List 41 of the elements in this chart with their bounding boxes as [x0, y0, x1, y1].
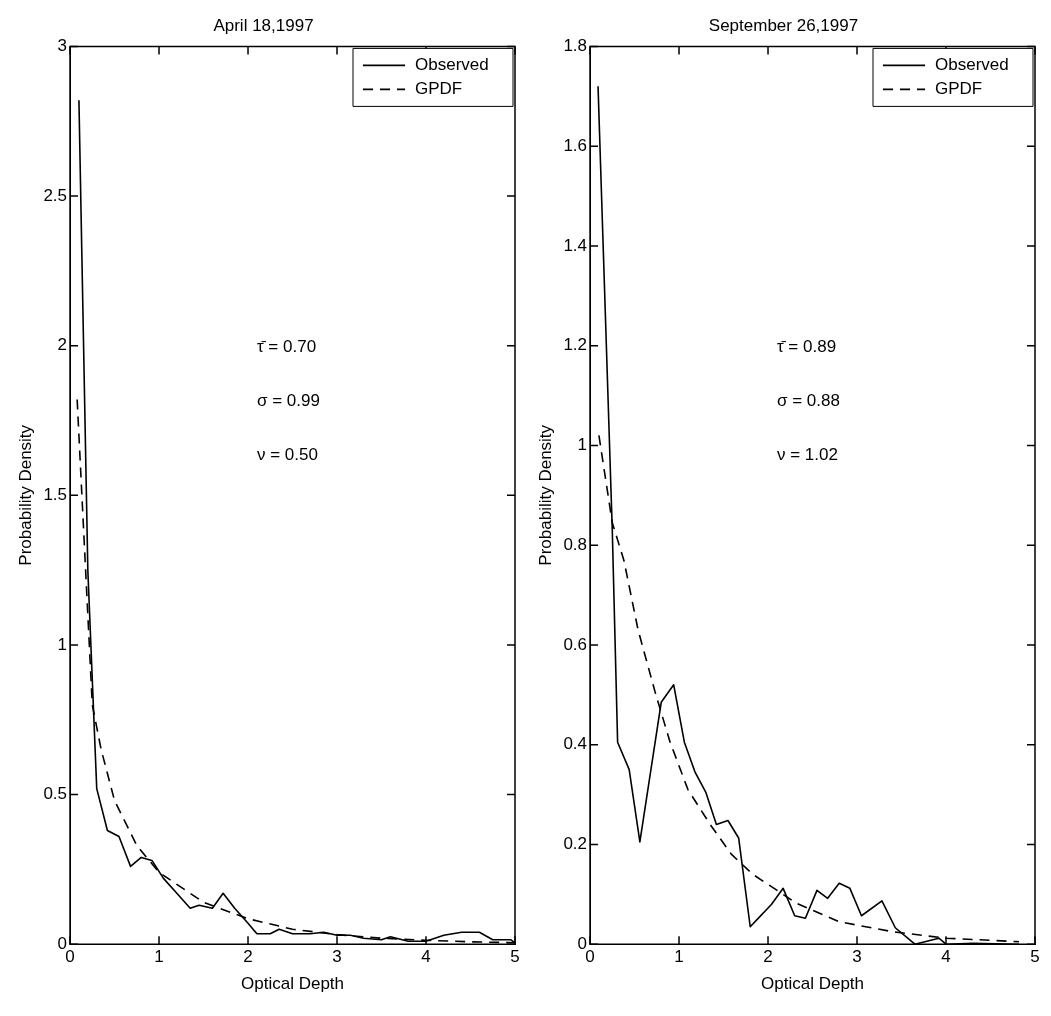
x-axis-title: Optical Depth: [241, 974, 345, 994]
chart-title: September 26,1997: [708, 15, 859, 35]
chart-title: April 18,1997: [213, 15, 314, 35]
x-tick-label: 4: [941, 947, 951, 967]
y-tick-label: 2.5: [43, 185, 68, 205]
annotation: σ = 0.88: [776, 390, 840, 410]
legend-label: GPDF: [415, 79, 463, 99]
annotation: ν = 1.02: [776, 444, 838, 464]
y-tick-label: 1: [577, 435, 588, 455]
annotation: σ = 0.99: [256, 390, 320, 410]
annotation: τ̄ = 0.70: [256, 336, 317, 356]
y-axis-title: Probability Density: [535, 424, 555, 566]
x-tick-label: 3: [852, 947, 862, 967]
y-tick-label: 1: [57, 634, 68, 654]
y-tick-label: 0.6: [563, 634, 588, 654]
x-tick-label: 4: [421, 947, 431, 967]
x-tick-label: 5: [1030, 947, 1040, 967]
x-tick-label: 1: [154, 947, 164, 967]
y-tick-label: 1.8: [563, 36, 588, 56]
legend-label: Observed: [935, 55, 1009, 75]
annotation: ν = 0.50: [256, 444, 318, 464]
y-tick-label: 0.5: [43, 784, 68, 804]
x-tick-label: 2: [763, 947, 773, 967]
y-tick-label: 1.2: [563, 335, 588, 355]
y-tick-label: 1.5: [43, 484, 68, 504]
legend-label: Observed: [415, 55, 489, 75]
y-tick-label: 0.8: [563, 534, 588, 554]
y-tick-label: 0.4: [563, 734, 588, 754]
annotation: τ̄ = 0.89: [776, 336, 837, 356]
y-tick-label: 1.6: [563, 135, 588, 155]
x-tick-label: 1: [674, 947, 684, 967]
y-axis-title: Probability Density: [15, 424, 35, 566]
y-tick-label: 0.2: [563, 834, 588, 854]
x-axis-title: Optical Depth: [761, 974, 865, 994]
y-tick-label: 3: [57, 36, 68, 56]
legend-label: GPDF: [935, 79, 983, 99]
y-tick-label: 1.4: [563, 235, 588, 255]
y-tick-label: 2: [57, 335, 68, 355]
x-tick-label: 3: [332, 947, 342, 967]
x-tick-label: 5: [510, 947, 520, 967]
x-tick-label: 2: [243, 947, 253, 967]
